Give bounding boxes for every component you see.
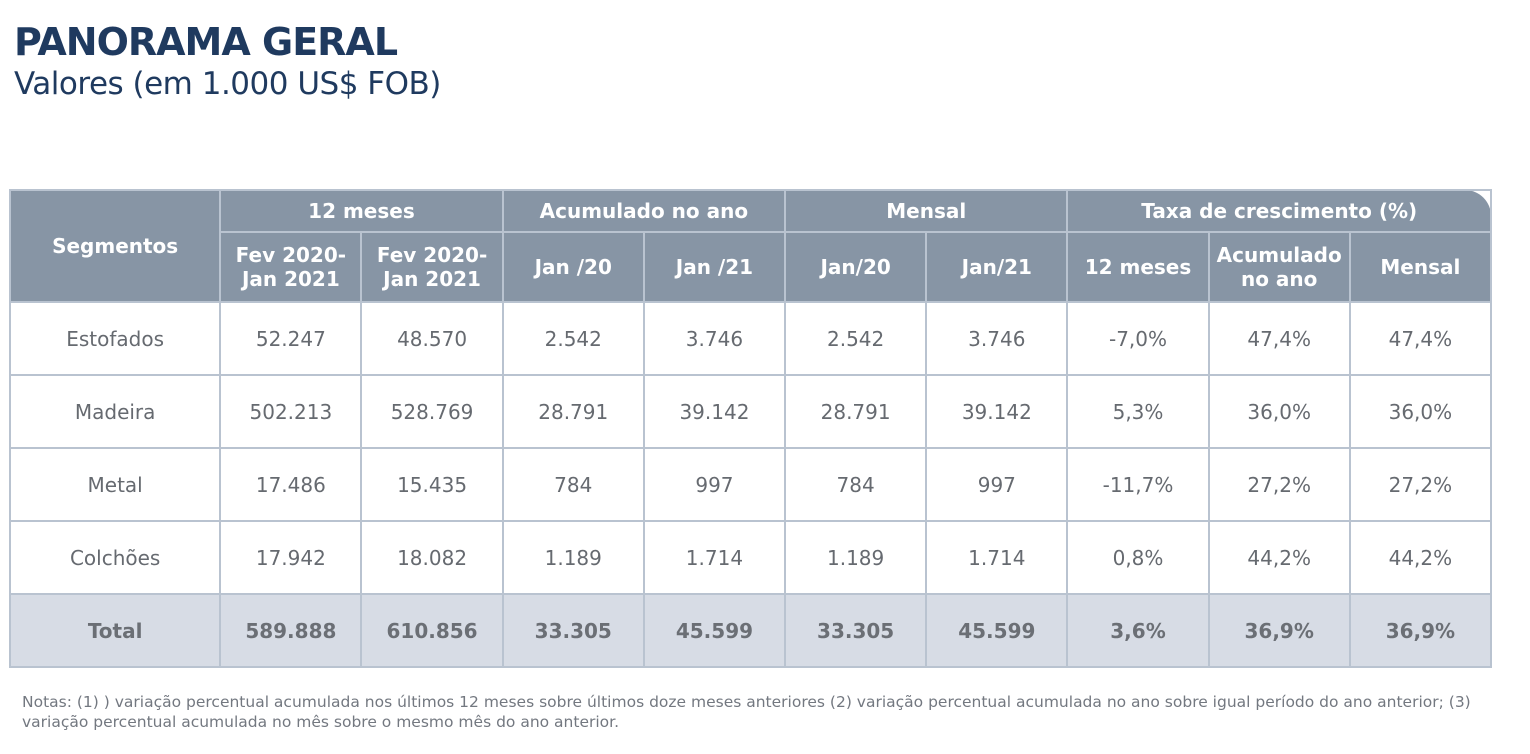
value-cell: 47,4%: [1207, 301, 1351, 376]
segment-cell: Colchões: [8, 520, 222, 595]
page-title: PANORAMA GERAL: [14, 20, 398, 64]
segment-cell: Metal: [8, 447, 222, 522]
value-cell: 528.769: [360, 374, 504, 449]
value-cell: 45.599: [925, 593, 1069, 668]
value-cell: 39.142: [925, 374, 1069, 449]
value-cell: 3,6%: [1066, 593, 1210, 668]
segment-cell: Total: [8, 593, 222, 668]
footnotes: Notas: (1) ) variação percentual acumula…: [22, 693, 1471, 731]
value-cell: 1.714: [925, 520, 1069, 595]
value-cell: 15.435: [360, 447, 504, 522]
value-cell: 33.305: [784, 593, 928, 668]
value-cell: 5,3%: [1066, 374, 1210, 449]
subheader-cell: Jan/20: [784, 231, 928, 303]
subheader-cell: Fev 2020- Jan 2021: [360, 231, 504, 303]
subheader-cell: Jan /20: [501, 231, 645, 303]
value-cell: 47,4%: [1348, 301, 1493, 376]
value-cell: 784: [784, 447, 928, 522]
subheader-cell: Mensal: [1348, 231, 1493, 303]
subheader-row: Fev 2020- Jan 2021 Fev 2020- Jan 2021 Jan …: [10, 231, 1493, 303]
value-cell: 2.542: [501, 301, 645, 376]
value-cell: 997: [925, 447, 1069, 522]
table-row: Metal 17.486 15.435 784 997 784 997 -11,7% 27,2%…: [8, 447, 1493, 522]
value-cell: 1.189: [784, 520, 928, 595]
value-cell: 44,2%: [1348, 520, 1493, 595]
segment-cell: Madeira: [8, 374, 222, 449]
data-table-wrapper: Segmentos 12 meses Acumulado no ano Mens…: [8, 189, 1493, 668]
value-cell: 2.542: [784, 301, 928, 376]
value-cell: 27,2%: [1207, 447, 1351, 522]
header-group-12-meses: 12 meses: [219, 189, 504, 233]
table-row: Colchões 17.942 18.082 1.189 1.714 1.189 1.714…: [8, 520, 1493, 595]
panorama-table: Segmentos 12 meses Acumulado no ano Mens…: [8, 189, 1493, 668]
value-cell: 589.888: [219, 593, 363, 668]
value-cell: 36,9%: [1348, 593, 1493, 668]
value-cell: 39.142: [642, 374, 787, 449]
header-group-acumulado: Acumulado no ano: [501, 189, 787, 233]
subheader-cell: 12 meses: [1066, 231, 1210, 303]
value-cell: 784: [501, 447, 645, 522]
value-cell: 3.746: [925, 301, 1069, 376]
value-cell: 1.189: [501, 520, 645, 595]
value-cell: 17.486: [219, 447, 363, 522]
value-cell: 610.856: [360, 593, 504, 668]
value-cell: 45.599: [642, 593, 787, 668]
value-cell: 1.714: [642, 520, 787, 595]
value-cell: 27,2%: [1348, 447, 1493, 522]
header-group-taxa: Taxa de crescimento (%): [1066, 189, 1492, 233]
value-cell: 52.247: [219, 301, 363, 376]
page-subtitle: Valores (em 1.000 US$ FOB): [14, 66, 441, 102]
value-cell: 48.570: [360, 301, 504, 376]
subheader-cell: Jan /21: [642, 231, 787, 303]
value-cell: 997: [642, 447, 787, 522]
value-cell: 502.213: [219, 374, 363, 449]
value-cell: 3.746: [642, 301, 787, 376]
subheader-cell: Acumulado no ano: [1207, 231, 1351, 303]
value-cell: 36,9%: [1207, 593, 1351, 668]
table-body: Estofados 52.247 48.570 2.542 3.746 2.542 3.74…: [8, 301, 1493, 668]
value-cell: 17.942: [219, 520, 363, 595]
value-cell: 36,0%: [1348, 374, 1493, 449]
segment-cell: Estofados: [8, 301, 222, 376]
value-cell: 18.082: [360, 520, 504, 595]
table-row: Madeira 502.213 528.769 28.791 39.142 28.791 3…: [8, 374, 1493, 449]
value-cell: 36,0%: [1207, 374, 1351, 449]
value-cell: 0,8%: [1066, 520, 1210, 595]
subheader-cell: Fev 2020- Jan 2021: [219, 231, 363, 303]
value-cell: 28.791: [784, 374, 928, 449]
value-cell: 44,2%: [1207, 520, 1351, 595]
table-row: Estofados 52.247 48.570 2.542 3.746 2.542 3.74…: [8, 301, 1493, 376]
header-group-mensal: Mensal: [784, 189, 1069, 233]
value-cell: -11,7%: [1066, 447, 1210, 522]
header-segmentos: Segmentos: [8, 189, 222, 303]
value-cell: 28.791: [501, 374, 645, 449]
subheader-cell: Jan/21: [925, 231, 1069, 303]
value-cell: -7,0%: [1066, 301, 1210, 376]
value-cell: 33.305: [501, 593, 645, 668]
total-row: Total 589.888 610.856 33.305 45.599 33.305 45.…: [8, 593, 1493, 668]
